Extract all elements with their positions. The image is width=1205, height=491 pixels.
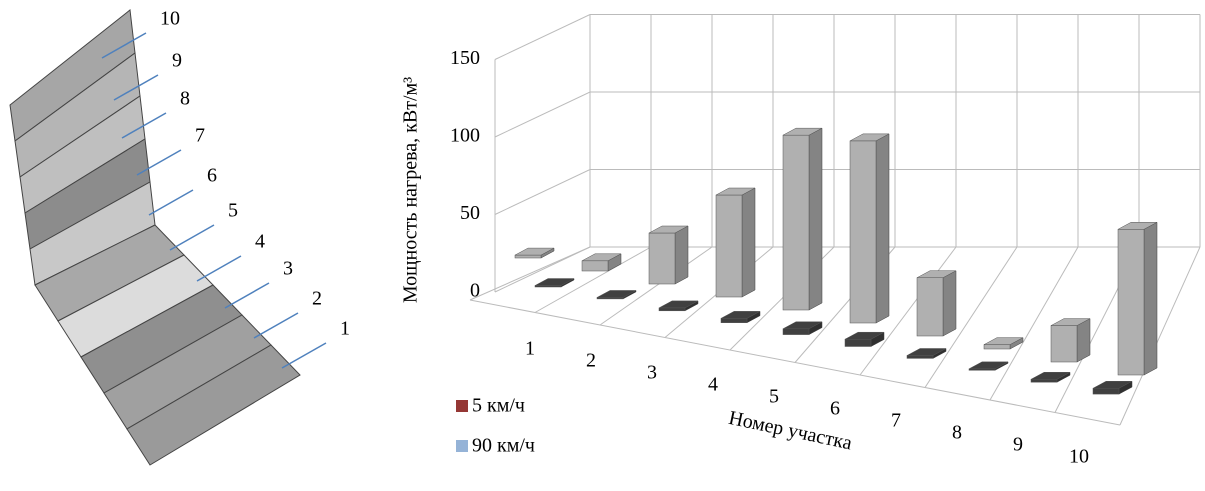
bar: [783, 128, 822, 310]
grid-line: [495, 170, 1200, 215]
bar-side: [1077, 319, 1090, 362]
bar: [659, 301, 698, 311]
bar-front: [716, 195, 742, 297]
bar-front: [850, 141, 876, 323]
bar: [1093, 381, 1132, 394]
x-tick-label: 7: [891, 410, 901, 432]
bar-side: [876, 134, 889, 323]
y-axis-label: Мощность нагрева, кВт/м³: [400, 77, 422, 303]
leader-line: [225, 283, 269, 308]
bar: [984, 338, 1023, 349]
bar: [1118, 222, 1157, 375]
bar-side: [1144, 222, 1157, 375]
bar-front: [783, 135, 809, 310]
legend-swatch: [456, 400, 468, 412]
bar: [917, 271, 956, 336]
bar-front: [917, 278, 943, 336]
section-label: 7: [195, 125, 205, 147]
bar: [969, 362, 1008, 370]
section-label: 1: [340, 318, 350, 340]
section-label: 5: [228, 200, 238, 222]
x-tick-label: 1: [525, 338, 535, 360]
x-tick-label: 10: [1069, 446, 1089, 468]
x-tick-label: 4: [708, 374, 718, 396]
bar-side: [809, 128, 822, 310]
y-tick-label: 100: [450, 125, 480, 147]
section-label: 2: [312, 288, 322, 310]
legend-swatch: [456, 440, 468, 452]
bar-front: [1093, 388, 1119, 394]
legend-label: 90 км/ч: [472, 435, 535, 457]
bar: [597, 290, 636, 298]
x-tick-label: 9: [1013, 434, 1023, 456]
grid-line: [495, 15, 1200, 60]
legend-label: 5 км/ч: [472, 395, 525, 417]
bar: [649, 226, 688, 284]
bar: [783, 322, 822, 335]
bar: [850, 134, 889, 323]
bar: [1031, 372, 1070, 382]
section-label: 10: [160, 8, 180, 30]
bar-front: [582, 261, 608, 271]
bar-side: [943, 271, 956, 336]
bar: [515, 248, 554, 258]
section-label: 9: [172, 50, 182, 72]
bar-front: [649, 233, 675, 284]
section-label: 8: [180, 88, 190, 110]
leader-line: [170, 225, 214, 250]
y-tick-label: 150: [450, 47, 480, 69]
bar-front: [984, 345, 1010, 349]
grid-line: [495, 92, 1200, 137]
bar-side: [675, 226, 688, 284]
bar-front: [1031, 379, 1057, 382]
bar: [582, 254, 621, 271]
section-label: 4: [255, 231, 265, 253]
x-tick-label: 2: [586, 350, 596, 372]
bar: [907, 348, 946, 358]
bar: [721, 311, 760, 322]
bar-front: [1118, 229, 1144, 375]
bar: [716, 188, 755, 297]
bar: [535, 279, 574, 287]
section-label: 6: [207, 165, 217, 187]
x-tick-label: 8: [952, 422, 962, 444]
figure: 12345678910 050100150123456789105 км/ч90…: [0, 0, 1205, 486]
x-tick-label: 6: [830, 398, 840, 420]
bar-front: [721, 318, 747, 322]
bar-front: [907, 355, 933, 358]
section-label: 3: [283, 258, 293, 280]
bar-side: [742, 188, 755, 297]
leader-line: [282, 343, 326, 368]
bar-front: [515, 255, 541, 258]
leader-line: [197, 256, 241, 281]
leader-line: [149, 190, 193, 215]
bar-front: [783, 329, 809, 335]
y-tick-label: 50: [460, 202, 480, 224]
x-tick-label: 3: [647, 362, 657, 384]
bar-front: [1051, 326, 1077, 362]
bar-front: [659, 308, 685, 311]
bar: [845, 332, 884, 346]
x-tick-label: 5: [769, 386, 779, 408]
floor-edge: [470, 300, 1120, 425]
bar: [1051, 319, 1090, 362]
bar-front: [845, 339, 871, 346]
leader-line: [254, 313, 298, 338]
